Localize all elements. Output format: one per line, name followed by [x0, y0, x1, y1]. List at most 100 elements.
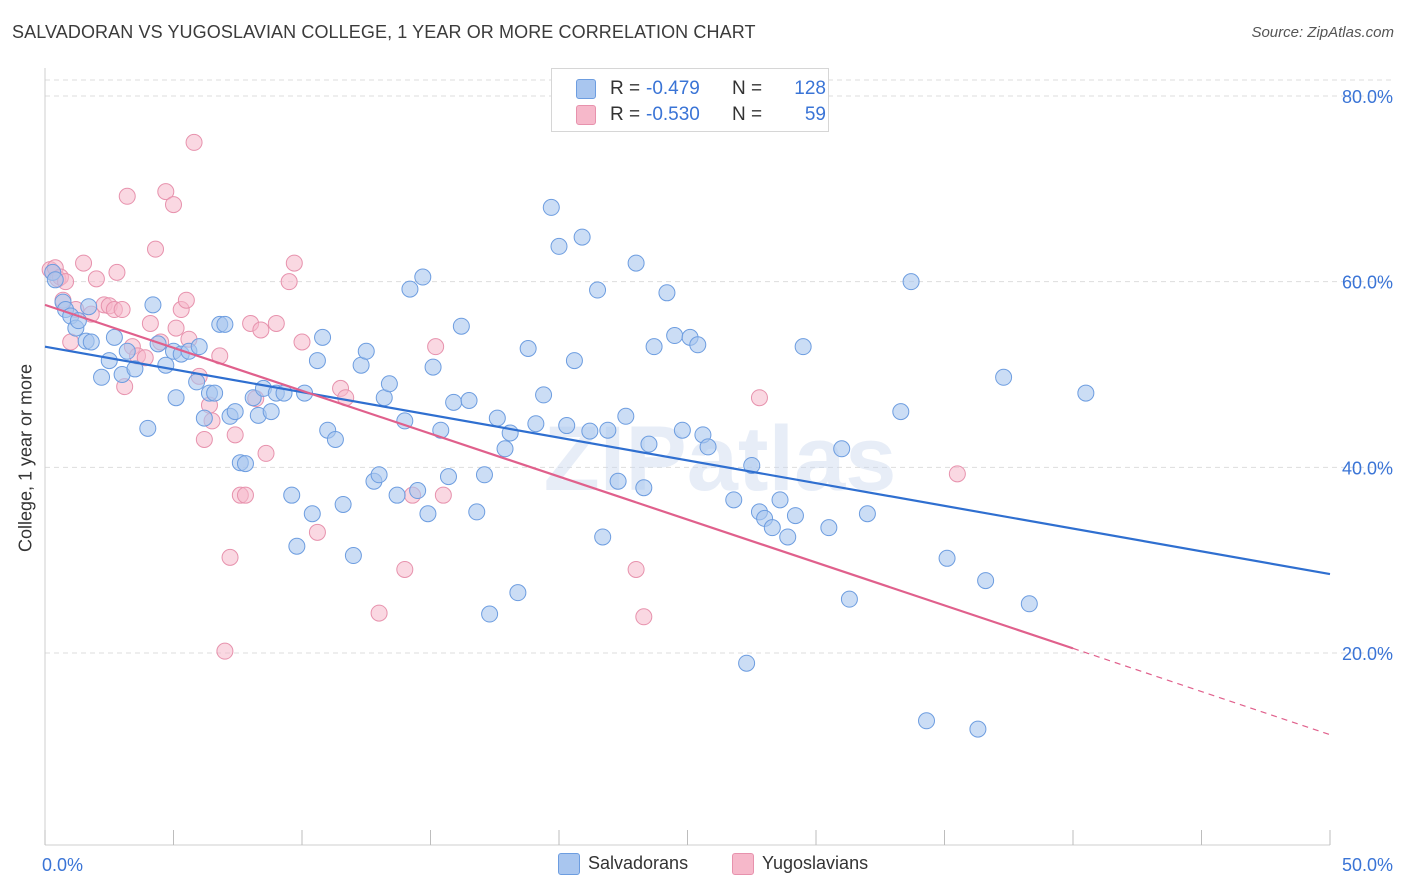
salvadoran-point — [617, 407, 635, 425]
salvadoran-point — [105, 328, 123, 346]
salvadoran-point — [288, 537, 306, 555]
salvadoran-point — [519, 340, 537, 358]
yugoslavian-point — [147, 240, 165, 258]
salvadoran-point — [424, 358, 442, 376]
salvadoran-point — [666, 327, 684, 345]
salvadoran-point — [938, 549, 956, 567]
yugoslavian-point — [627, 560, 645, 578]
salvadoran-point — [100, 352, 118, 370]
salvadoran-point — [779, 528, 797, 546]
salvadoran-point — [635, 479, 653, 497]
salvadoran-point — [475, 466, 493, 484]
salvadoran-point — [445, 393, 463, 411]
salvadoran-point — [840, 590, 858, 608]
legend-label: Yugoslavians — [762, 853, 869, 873]
salvadoran-point — [743, 456, 761, 474]
yugoslavian-point — [308, 523, 326, 541]
y-tick-label: 80.0% — [1342, 87, 1393, 107]
yugoslavian-point — [285, 254, 303, 272]
yugoslavian-point — [948, 465, 966, 483]
salvadoran-point — [573, 228, 591, 246]
yugoslavian-point — [195, 430, 213, 448]
yugoslavian-point — [113, 301, 131, 319]
salvadoran-point — [763, 519, 781, 537]
r-label: R = — [610, 104, 641, 125]
y-tick-label: 40.0% — [1342, 458, 1393, 478]
yugoslavian-point — [396, 560, 414, 578]
salvadoran-point — [527, 415, 545, 433]
yugoslavian-point — [75, 254, 93, 272]
y-tick-label: 20.0% — [1342, 644, 1393, 664]
salvadoran-point — [599, 421, 617, 439]
salvadoran-point — [640, 435, 658, 453]
salvadoran-point — [388, 486, 406, 504]
salvadoran-point — [689, 336, 707, 354]
salvadorans-points — [44, 198, 1095, 738]
yugoslavian-point — [293, 333, 311, 351]
salvadoran-point — [645, 338, 663, 356]
yugoslavian-point — [157, 183, 175, 201]
salvadoran-point — [609, 472, 627, 490]
tick-labels: 20.0% 40.0% 60.0% 80.0% 0.0% 50.0% — [42, 87, 1393, 875]
yugoslavian-point — [221, 548, 239, 566]
salvadoran-point — [509, 584, 527, 602]
salvadoran-point — [995, 368, 1013, 386]
yugoslavian-point — [216, 642, 234, 660]
salvadoran-point — [149, 335, 167, 353]
salvadoran-point — [558, 417, 576, 435]
stats-legend: R = -0.479 N = 128 R = -0.530 N = 59 — [551, 68, 829, 132]
salvadoran-point — [918, 712, 936, 730]
yugoslavian-point — [267, 314, 285, 332]
salvadoran-point — [344, 547, 362, 565]
salvadoran-point — [550, 237, 568, 255]
salvadoran-point — [419, 505, 437, 523]
legend-swatch-blue — [576, 79, 596, 99]
salvadoran-point — [314, 328, 332, 346]
salvadoran-point — [1020, 595, 1038, 613]
salvadoran-point — [190, 338, 208, 356]
salvadorans-trend-line — [44, 345, 1331, 576]
chart-title: SALVADORAN VS YUGOSLAVIAN COLLEGE, 1 YEA… — [12, 22, 756, 42]
salvadoran-point — [303, 505, 321, 523]
legend-label: Salvadorans — [588, 853, 689, 873]
salvadoran-point — [82, 333, 100, 351]
salvadoran-point — [326, 430, 344, 448]
r-label: R = — [610, 78, 641, 99]
salvadoran-point — [357, 342, 375, 360]
r-value: -0.530 — [646, 104, 700, 125]
yugoslavian-point — [165, 196, 182, 214]
legend-swatch-blue — [558, 853, 580, 875]
salvadoran-point — [488, 409, 506, 427]
legend-swatch-pink — [732, 853, 754, 875]
yugoslavian-point — [141, 314, 159, 332]
source-label: Source: ZipAtlas.com — [1251, 24, 1394, 41]
salvadoran-point — [725, 491, 743, 509]
salvadoran-point — [771, 491, 789, 509]
yugoslavian-point — [427, 338, 445, 356]
r-value: -0.479 — [646, 78, 700, 99]
salvadoran-point — [118, 342, 136, 360]
watermark: ZIPatlas — [544, 408, 897, 510]
yugoslavian-point — [257, 444, 275, 462]
salvadoran-point — [308, 352, 326, 370]
yugoslavian-point — [118, 187, 136, 205]
yugoslavian-point — [370, 604, 388, 622]
salvadoran-point — [969, 720, 987, 738]
yugoslavian-point — [177, 291, 195, 309]
yugoslavian-point — [252, 321, 270, 339]
n-value: 128 — [794, 78, 826, 99]
yugoslavian-point — [750, 389, 768, 407]
salvadoran-point — [216, 315, 234, 333]
salvadoran-point — [195, 409, 213, 427]
salvadoran-point — [1077, 384, 1095, 402]
grid-lines — [45, 79, 1395, 654]
salvadoran-point — [139, 419, 157, 437]
salvadoran-point — [699, 438, 717, 456]
x-tick-label: 50.0% — [1342, 855, 1393, 875]
legend-swatch-pink — [576, 105, 596, 125]
axes — [44, 68, 1331, 846]
yugoslavian-point — [635, 608, 653, 626]
salvadoran-point — [262, 403, 280, 421]
n-value: 59 — [804, 104, 826, 125]
salvadoran-point — [126, 360, 144, 378]
